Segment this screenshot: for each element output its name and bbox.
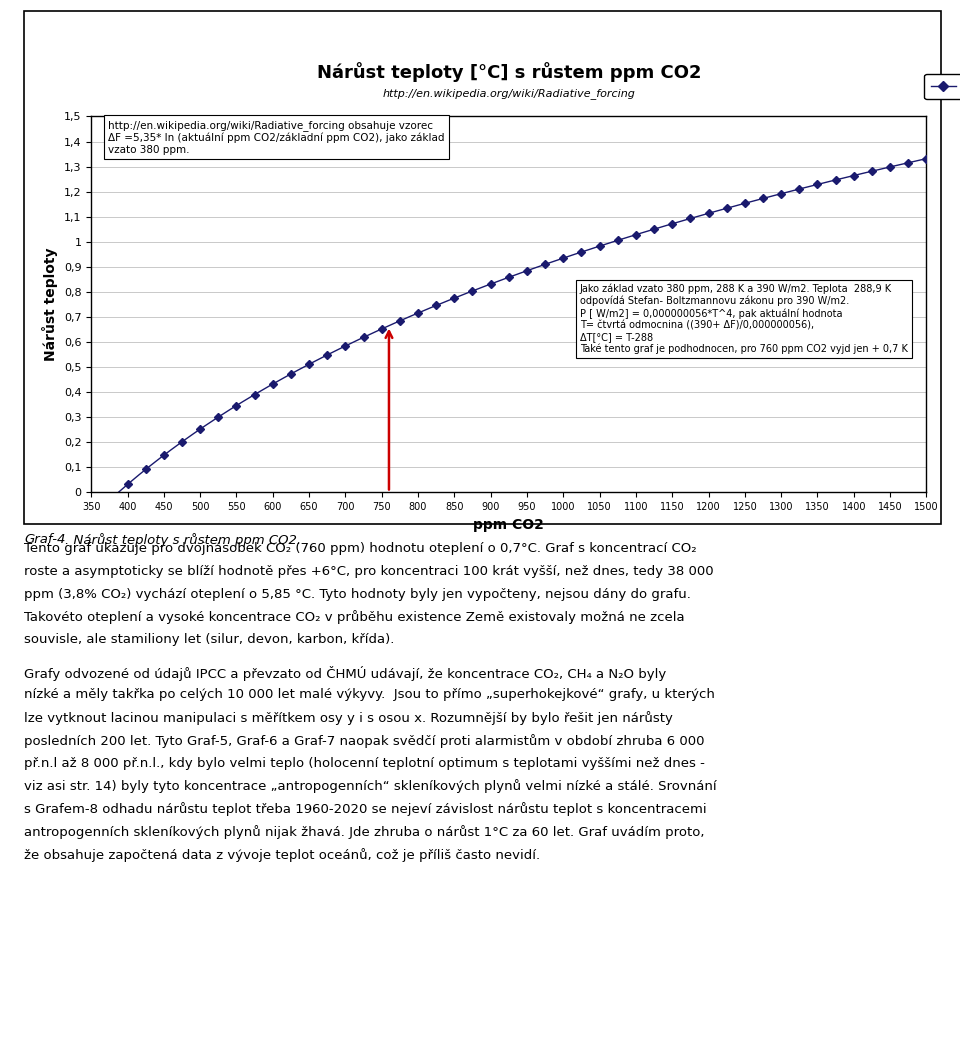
Legend: Δ T [K]: Δ T [K] — [924, 74, 960, 100]
Title: Nárůst teploty [°C] s růstem ppm CO2: Nárůst teploty [°C] s růstem ppm CO2 — [317, 61, 701, 82]
Text: Tento graf ukazuje pro dvojnásobek CO₂ (760 ppm) hodnotu oteplení o 0,7°C. Graf : Tento graf ukazuje pro dvojnásobek CO₂ (… — [24, 542, 697, 555]
Text: Takovéto oteplení a vysoké koncentrace CO₂ v průběhu existence Země existovaly m: Takovéto oteplení a vysoké koncentrace C… — [24, 610, 684, 625]
Text: antropogenních skleníkových plynů nijak žhavá. Jde zhruba o nárůst 1°C za 60 let: antropogenních skleníkových plynů nijak … — [24, 825, 705, 839]
Text: Jako základ vzato 380 ppm, 288 K a 390 W/m2. Teplota  288,9 K
odpovídá Stefan- B: Jako základ vzato 380 ppm, 288 K a 390 W… — [580, 284, 907, 354]
Text: posledních 200 let. Tyto Graf-5, Graf-6 a Graf-7 naopak svědčí proti alarmistům : posledních 200 let. Tyto Graf-5, Graf-6 … — [24, 734, 705, 748]
Text: roste a asymptoticky se blíží hodnotě přes +6°C, pro koncentraci 100 krát vyšší,: roste a asymptoticky se blíží hodnotě př… — [24, 566, 713, 578]
Text: př.n.l až 8 000 př.n.l., kdy bylo velmi teplo (holocenní teplotní optimum s tepl: př.n.l až 8 000 př.n.l., kdy bylo velmi … — [24, 756, 705, 770]
Text: ppm (3,8% CO₂) vychází oteplení o 5,85 °C. Tyto hodnoty byly jen vypočteny, nejs: ppm (3,8% CO₂) vychází oteplení o 5,85 °… — [24, 588, 691, 600]
Text: že obsahuje započtená data z vývoje teplot oceánů, což je příliš často nevidí.: že obsahuje započtená data z vývoje tepl… — [24, 847, 540, 862]
Text: viz asi str. 14) byly tyto koncentrace „antropogenních“ skleníkových plynů velmi: viz asi str. 14) byly tyto koncentrace „… — [24, 779, 716, 793]
X-axis label: ppm CO2: ppm CO2 — [473, 518, 544, 532]
Text: . Nárůst teploty s růstem ppm CO2.: . Nárůst teploty s růstem ppm CO2. — [65, 533, 301, 546]
Y-axis label: Nárůst teploty: Nárůst teploty — [42, 248, 59, 361]
Text: Grafy odvozené od údajů IPCC a převzato od ČHMÚ udávají, že koncentrace CO₂, CH₄: Grafy odvozené od údajů IPCC a převzato … — [24, 666, 666, 681]
Text: souvisle, ale stamiliony let (silur, devon, karbon, křída).: souvisle, ale stamiliony let (silur, dev… — [24, 633, 395, 646]
Text: nízké a měly takřka po celých 10 000 let malé výkyvy.  Jsou to přímo „superhokej: nízké a měly takřka po celých 10 000 let… — [24, 688, 715, 701]
Text: http://en.wikipedia.org/wiki/Radiative_forcing obsahuje vzorec
ΔF =5,35* ln (akt: http://en.wikipedia.org/wiki/Radiative_f… — [108, 121, 444, 155]
Text: http://en.wikipedia.org/wiki/Radiative_forcing: http://en.wikipedia.org/wiki/Radiative_f… — [382, 88, 636, 100]
Text: Graf-4: Graf-4 — [24, 533, 65, 545]
Text: s Grafem-8 odhadu nárůstu teplot třeba 1960-2020 se nejeví závislost nárůstu tep: s Grafem-8 odhadu nárůstu teplot třeba 1… — [24, 803, 707, 816]
Text: lze vytknout lacinou manipulaci s měřítkem osy y i s osou x. Rozumnější by bylo : lze vytknout lacinou manipulaci s měřítk… — [24, 712, 673, 725]
